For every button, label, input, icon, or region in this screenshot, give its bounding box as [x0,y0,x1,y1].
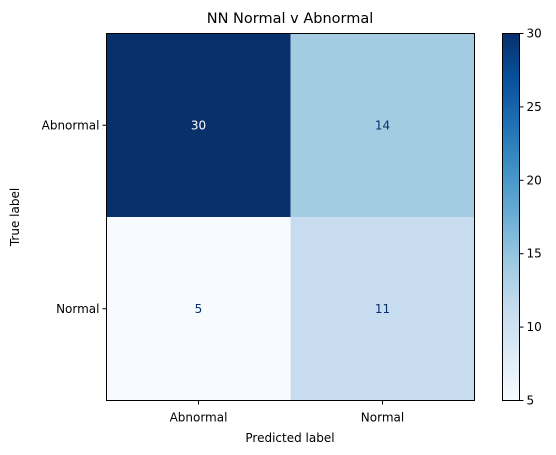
x-axis-label: Predicted label [245,431,334,445]
y-tick-label: Abnormal [42,118,100,132]
colorbar-tick-label: 15 [527,247,542,261]
cell-value-label: 30 [191,118,206,132]
colorbar-tick-label: 30 [527,27,542,41]
cell-value-label: 11 [375,302,390,316]
x-tick-label: Normal [361,411,404,425]
colorbar-tick-label: 20 [527,173,542,187]
colorbar [502,33,520,401]
colorbar-tick-label: 25 [527,100,542,114]
y-tick-label: Normal [56,302,99,316]
x-tick-label: Abnormal [170,411,228,425]
x-axis-ticks: Abnormal Normal [170,400,404,425]
y-axis-ticks: Abnormal Normal [42,118,107,316]
cell-value-label: 14 [375,118,390,132]
plot-frame [106,33,475,401]
matrix-cell [106,33,291,217]
matrix-cell-labels: 30 14 5 11 [191,118,390,316]
matrix-cell [290,217,475,401]
colorbar-ticks: 5 10 15 20 25 30 [519,27,542,408]
chart-title: NN Normal v Abnormal [207,11,374,27]
y-axis-label: True label [8,188,22,247]
colorbar-tick-label: 10 [527,320,542,334]
matrix-cell [290,33,475,217]
colorbar-tick-label: 5 [527,394,535,408]
cell-value-label: 5 [195,302,203,316]
matrix-cells [106,33,475,401]
matrix-cell [106,217,291,401]
